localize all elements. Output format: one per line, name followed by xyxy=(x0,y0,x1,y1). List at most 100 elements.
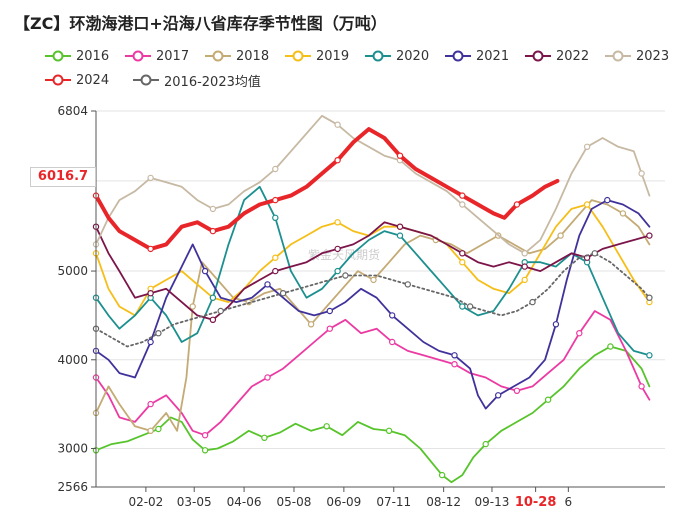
series-point xyxy=(272,267,279,275)
series-line[interactable] xyxy=(95,221,651,321)
x-tick-label: 09-13 xyxy=(475,495,510,509)
series-point xyxy=(459,192,466,199)
series-point xyxy=(147,174,154,182)
legend-swatch-2024 xyxy=(45,74,71,86)
series-point xyxy=(544,396,552,403)
legend-item-2022[interactable]: 2022 xyxy=(525,49,605,64)
legend-item-2016[interactable]: 2016 xyxy=(45,49,125,64)
series-2024-group xyxy=(92,127,560,253)
series-point xyxy=(552,321,560,328)
series-point xyxy=(396,152,404,159)
series-point xyxy=(646,352,653,359)
series-point xyxy=(521,250,528,257)
series-point xyxy=(646,232,653,239)
series-20162023-group xyxy=(92,250,653,348)
legend-swatch-average xyxy=(133,74,159,86)
legend-swatch-2021 xyxy=(445,50,471,62)
series-point xyxy=(264,281,271,288)
series-point xyxy=(155,425,162,433)
series-point xyxy=(459,259,466,266)
series-point xyxy=(147,338,154,346)
legend-label-2021: 2021 xyxy=(476,48,510,64)
series-point xyxy=(529,298,536,306)
legend-swatch-2020 xyxy=(365,50,391,62)
series-point xyxy=(209,205,217,213)
legend-label-2024: 2024 xyxy=(76,72,110,88)
series-point xyxy=(217,307,224,315)
legend-item-average[interactable]: 2016-2023均值 xyxy=(133,71,293,90)
series-point xyxy=(334,156,341,164)
series-point xyxy=(209,227,217,235)
series-line[interactable] xyxy=(95,345,651,484)
series-point xyxy=(583,201,591,208)
series-point xyxy=(583,143,591,150)
series-point xyxy=(323,423,330,430)
series-2016-group xyxy=(92,343,651,484)
series-point xyxy=(147,245,154,253)
series-point xyxy=(451,352,458,359)
x-tick-label-highlight: 10-28 xyxy=(515,495,557,510)
series-point xyxy=(459,201,466,208)
legend-item-2021[interactable]: 2021 xyxy=(445,49,525,64)
series-point xyxy=(396,223,404,230)
x-tick-label: 02-02 xyxy=(128,495,163,509)
series-point xyxy=(307,321,315,328)
y-tick-label: 5000 xyxy=(57,264,88,278)
series-point xyxy=(201,432,209,439)
series-point xyxy=(646,294,653,301)
chart-title: 【ZC】环渤海港口+沿海八省库存季节性图（万吨） xyxy=(14,14,387,33)
series-point xyxy=(607,343,614,350)
series-point xyxy=(604,196,611,204)
series-point xyxy=(638,383,645,390)
legend-swatch-2017 xyxy=(125,50,151,62)
series-point xyxy=(385,427,393,434)
legend-item-2018[interactable]: 2018 xyxy=(205,49,285,64)
legend-label-2023: 2023 xyxy=(636,48,670,64)
legend-item-2023[interactable]: 2023 xyxy=(605,49,685,64)
legend-item-2024[interactable]: 2024 xyxy=(45,73,133,88)
series-point xyxy=(370,276,377,284)
legend-swatch-2022 xyxy=(525,50,551,62)
x-tick-label: 6 xyxy=(565,495,573,509)
current-value-label: 6016.7 xyxy=(30,167,96,187)
series-point xyxy=(209,294,217,301)
legend-label-2019: 2019 xyxy=(316,48,350,64)
series-point xyxy=(334,267,341,275)
series-point xyxy=(272,196,279,204)
legend-item-2019[interactable]: 2019 xyxy=(285,49,365,64)
series-point xyxy=(201,447,209,454)
series-point xyxy=(513,387,521,394)
legend-row-2: 2024 2016-2023均值 xyxy=(45,68,685,92)
series-point xyxy=(557,232,564,239)
series-point xyxy=(147,400,154,408)
series-line[interactable] xyxy=(95,114,651,255)
series-point xyxy=(495,392,502,399)
series-line-current[interactable] xyxy=(94,127,560,251)
series-line[interactable] xyxy=(95,185,651,357)
series-point xyxy=(147,290,154,297)
series-point xyxy=(326,325,333,332)
series-2021-group xyxy=(92,196,651,410)
series-line[interactable] xyxy=(95,199,651,432)
series-point xyxy=(521,263,528,270)
series-point xyxy=(619,210,627,217)
series-point xyxy=(334,121,341,128)
legend-item-2017[interactable]: 2017 xyxy=(125,49,205,64)
series-point xyxy=(389,312,396,319)
series-point xyxy=(459,303,466,310)
series-line[interactable] xyxy=(95,310,651,437)
legend-item-2020[interactable]: 2020 xyxy=(365,49,445,64)
series-point xyxy=(272,214,279,221)
series-line[interactable] xyxy=(95,252,651,348)
series-point xyxy=(466,303,474,310)
series-line[interactable] xyxy=(95,199,651,410)
legend-label-2020: 2020 xyxy=(396,48,430,64)
x-tick-label: 07-11 xyxy=(376,495,411,509)
legend-swatch-2019 xyxy=(285,50,311,62)
legend-row-1: 2016 2017 2018 2019 2020 2021 2022 2023 xyxy=(45,44,685,68)
series-point xyxy=(147,427,154,434)
x-tick-label: 06-09 xyxy=(326,495,361,509)
series-point xyxy=(591,250,599,257)
series-point xyxy=(209,316,217,323)
